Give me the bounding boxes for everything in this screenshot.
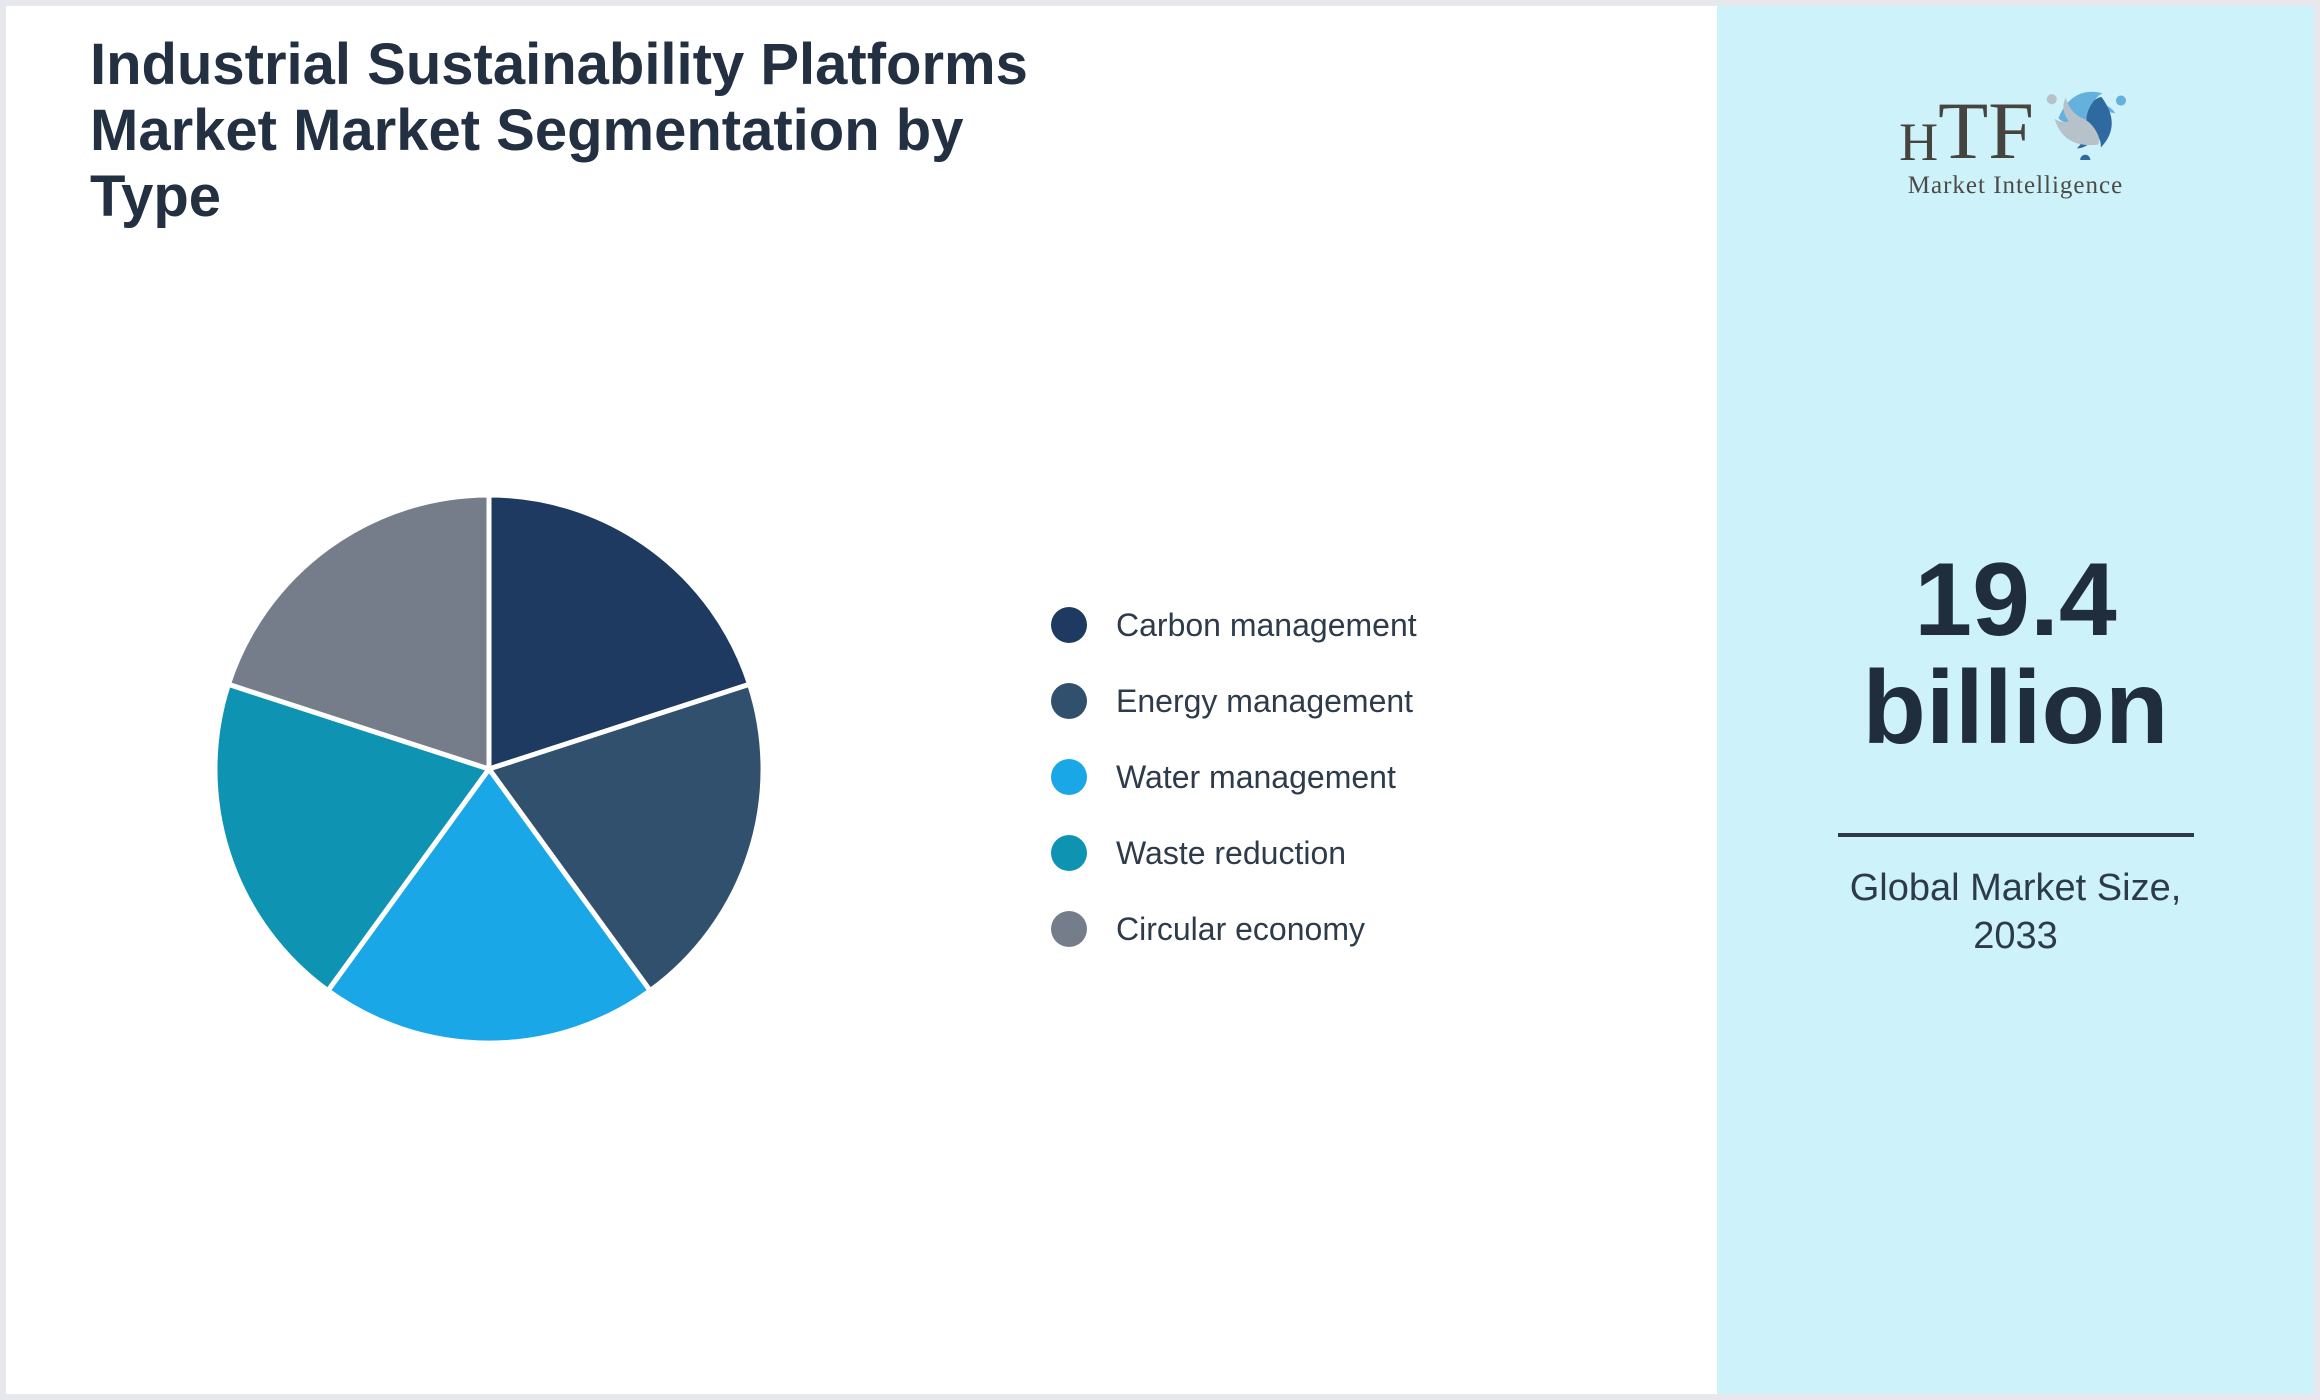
market-size-value-line: 19.4 bbox=[1914, 542, 2117, 658]
market-size-caption: Global Market Size, 2033 bbox=[1717, 864, 2314, 960]
legend-color-dot bbox=[1051, 607, 1087, 643]
market-size-value-line: billion bbox=[1862, 650, 2169, 766]
legend-label: Water management bbox=[1116, 758, 1396, 795]
pie-slice-waste-reduction bbox=[212, 681, 492, 994]
pie-chart bbox=[212, 492, 766, 1046]
page-title: Industrial Sustainability Platforms Mark… bbox=[90, 32, 1028, 230]
legend-color-dot bbox=[1051, 911, 1087, 947]
page-title-line: Type bbox=[90, 164, 222, 229]
logo-letter-f: F bbox=[1988, 84, 2034, 176]
pie-slice-circular-economy bbox=[225, 492, 492, 772]
legend-item: Circular economy bbox=[1051, 911, 1417, 947]
divider-line bbox=[1837, 833, 2194, 837]
page-title-line: Market Market Segmentation by bbox=[90, 98, 964, 163]
legend-label: Waste reduction bbox=[1116, 834, 1347, 871]
pie-slice-energy-management bbox=[486, 681, 766, 994]
legend-item: Energy management bbox=[1051, 683, 1417, 719]
legend-item: Waste reduction bbox=[1051, 835, 1417, 871]
logo-tagline: Market Intelligence bbox=[1907, 172, 2124, 199]
legend: Carbon management Energy management Water … bbox=[1051, 607, 1417, 947]
page-title-line: Industrial Sustainability Platforms bbox=[90, 32, 1028, 97]
market-size-value: 19.4 billion bbox=[1717, 546, 2314, 762]
market-size-caption-line: Global Market Size, bbox=[1849, 867, 2182, 909]
legend-color-dot bbox=[1051, 683, 1087, 719]
legend-item: Carbon management bbox=[1051, 607, 1417, 643]
htf-dolphins-logo-icon bbox=[2046, 91, 2126, 160]
pie-chart-area bbox=[210, 490, 768, 1048]
legend-label: Energy management bbox=[1116, 682, 1414, 719]
legend-label: Circular economy bbox=[1116, 910, 1365, 947]
legend-label: Carbon management bbox=[1116, 606, 1417, 643]
market-size-caption-line: 2033 bbox=[1973, 915, 2058, 957]
pie-slice-water-management bbox=[325, 766, 653, 1046]
logo-letter-t: T bbox=[1938, 84, 1989, 176]
legend-color-dot bbox=[1051, 759, 1087, 795]
dolphin-gray bbox=[2046, 94, 2099, 146]
legend-item: Water management bbox=[1051, 759, 1417, 795]
logo-letter-h: H bbox=[1899, 111, 1939, 172]
pie-slice-carbon-management bbox=[486, 492, 753, 772]
legend-color-dot bbox=[1051, 835, 1087, 871]
